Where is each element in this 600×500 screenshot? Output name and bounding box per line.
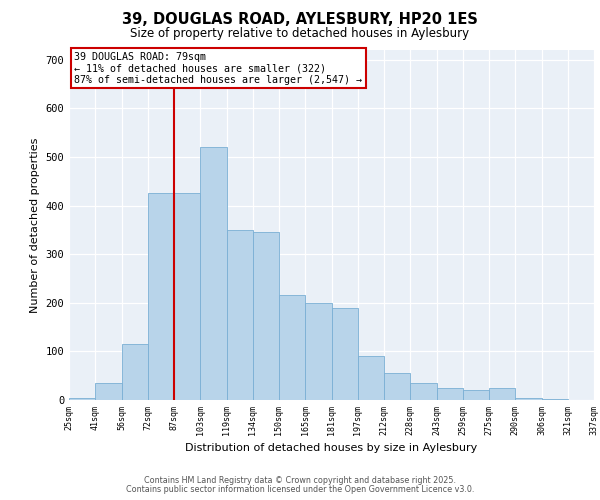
Bar <box>279 296 305 400</box>
Text: 39 DOUGLAS ROAD: 79sqm
← 11% of detached houses are smaller (322)
87% of semi-de: 39 DOUGLAS ROAD: 79sqm ← 11% of detached… <box>74 52 362 85</box>
Y-axis label: Number of detached properties: Number of detached properties <box>30 138 40 312</box>
Bar <box>515 398 542 400</box>
Bar <box>358 356 384 400</box>
Bar <box>305 303 331 400</box>
Text: Contains public sector information licensed under the Open Government Licence v3: Contains public sector information licen… <box>126 485 474 494</box>
Bar <box>95 383 121 400</box>
Bar <box>489 388 515 400</box>
Bar <box>463 390 489 400</box>
Bar <box>331 308 358 400</box>
Bar <box>384 374 410 400</box>
Bar <box>542 398 568 400</box>
Bar <box>410 383 437 400</box>
Bar <box>253 232 279 400</box>
X-axis label: Distribution of detached houses by size in Aylesbury: Distribution of detached houses by size … <box>185 443 478 453</box>
Bar <box>437 388 463 400</box>
Bar <box>148 194 174 400</box>
Bar <box>121 344 148 400</box>
Bar <box>174 194 200 400</box>
Bar <box>227 230 253 400</box>
Bar <box>69 398 95 400</box>
Text: Contains HM Land Registry data © Crown copyright and database right 2025.: Contains HM Land Registry data © Crown c… <box>144 476 456 485</box>
Text: Size of property relative to detached houses in Aylesbury: Size of property relative to detached ho… <box>130 28 470 40</box>
Bar <box>200 147 227 400</box>
Text: 39, DOUGLAS ROAD, AYLESBURY, HP20 1ES: 39, DOUGLAS ROAD, AYLESBURY, HP20 1ES <box>122 12 478 28</box>
